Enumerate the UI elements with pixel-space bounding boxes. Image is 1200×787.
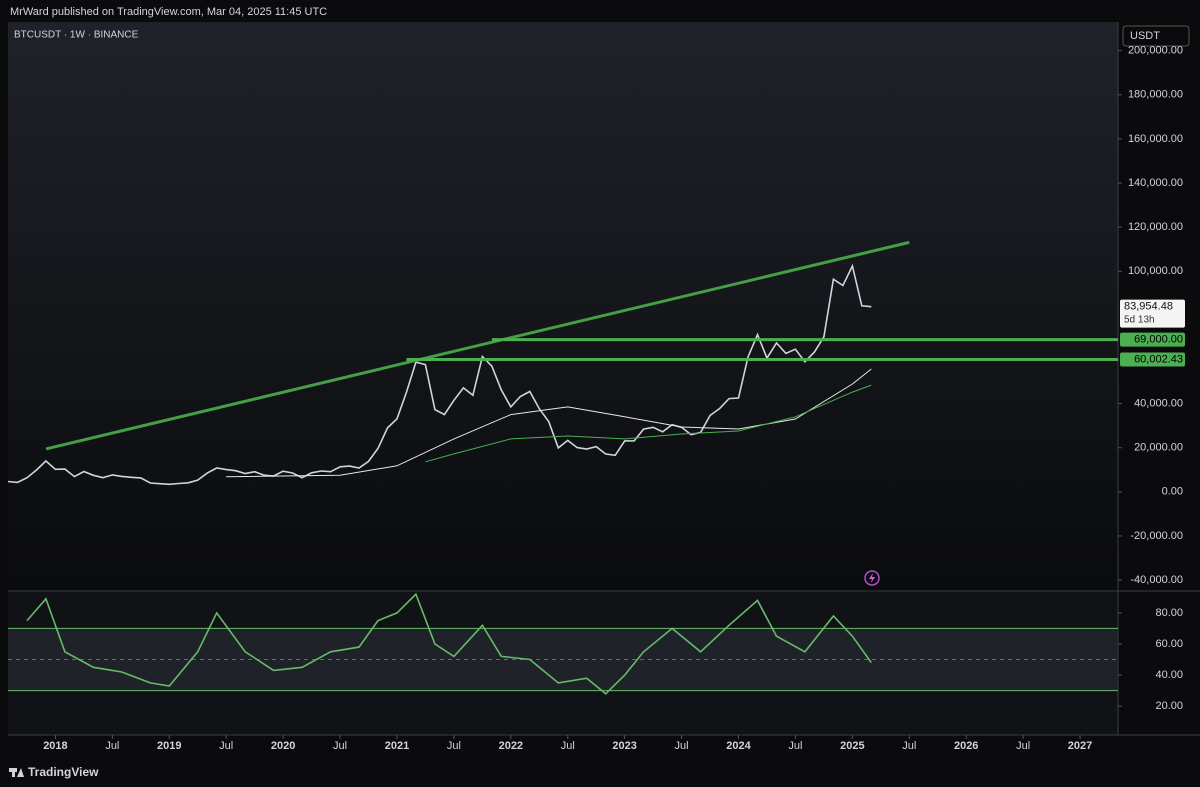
last-price: 83,954.48 bbox=[1124, 301, 1173, 313]
level-tag bbox=[1120, 352, 1185, 367]
y-tick-label: 40.00 bbox=[1155, 669, 1183, 681]
x-tick-label: Jul bbox=[333, 740, 347, 752]
x-tick-label: 2019 bbox=[157, 740, 181, 752]
y-tick-label: -40,000.00 bbox=[1130, 574, 1183, 586]
symbol: BTCUSDT · 1W · BINANCE bbox=[14, 30, 139, 41]
y-tick-label: 20.00 bbox=[1155, 700, 1183, 712]
y-tick-label: 80.00 bbox=[1155, 607, 1183, 619]
x-tick-label: Jul bbox=[902, 740, 916, 752]
y-tick-label: 100,000.00 bbox=[1128, 265, 1183, 277]
price-pane bbox=[8, 22, 1118, 590]
x-tick-label: 2018 bbox=[43, 740, 67, 752]
brand: TradingView bbox=[28, 765, 99, 779]
logo bbox=[9, 768, 24, 777]
x-tick-label: Jul bbox=[447, 740, 461, 752]
y-tick-label: -20,000.00 bbox=[1130, 530, 1183, 542]
y-tick-label: 200,000.00 bbox=[1128, 45, 1183, 57]
y-tick-label: 0.00 bbox=[1162, 486, 1183, 498]
trendline bbox=[45, 240, 910, 451]
x-tick-label: Jul bbox=[219, 740, 233, 752]
x-tick-label: 2024 bbox=[726, 740, 751, 752]
price-line bbox=[7, 263, 872, 486]
y-tick-label: 160,000.00 bbox=[1128, 133, 1183, 145]
y-tick-label: 140,000.00 bbox=[1128, 177, 1183, 189]
y-tick-label: 180,000.00 bbox=[1128, 89, 1183, 101]
alert-bolt bbox=[869, 573, 875, 583]
x-tick-label: 2025 bbox=[840, 740, 864, 752]
x-tick-label: Jul bbox=[675, 740, 689, 752]
level-tag bbox=[1120, 332, 1185, 347]
price-line bbox=[26, 592, 872, 695]
countdown: 5d 13h bbox=[1124, 314, 1155, 325]
level-label: 69,000.00 bbox=[1134, 334, 1183, 346]
level-label: 60,002.43 bbox=[1134, 353, 1183, 365]
y-tick-label: 20,000.00 bbox=[1134, 442, 1183, 454]
x-tick-label: 2020 bbox=[271, 740, 295, 752]
publisher: MrWard published on TradingView.com, Mar… bbox=[10, 6, 327, 18]
alert-icon[interactable] bbox=[864, 570, 880, 586]
y-tick-label: 40,000.00 bbox=[1134, 398, 1183, 410]
x-tick-label: Jul bbox=[1016, 740, 1030, 752]
x-tick-label: 2022 bbox=[499, 740, 523, 752]
x-tick-label: 2023 bbox=[612, 740, 636, 752]
currency: USDT bbox=[1130, 30, 1160, 42]
currency-box[interactable] bbox=[1122, 25, 1190, 47]
x-tick-label: 2026 bbox=[954, 740, 978, 752]
x-tick-label: Jul bbox=[788, 740, 802, 752]
x-tick-label: 2021 bbox=[385, 740, 409, 752]
last-price-tag bbox=[1120, 299, 1185, 328]
x-tick-label: 2027 bbox=[1068, 740, 1092, 752]
x-tick-label: Jul bbox=[561, 740, 575, 752]
y-tick-label: 60.00 bbox=[1155, 638, 1183, 650]
moving-average bbox=[425, 384, 872, 463]
y-tick-label: 120,000.00 bbox=[1128, 221, 1183, 233]
x-tick-label: Jul bbox=[105, 740, 119, 752]
